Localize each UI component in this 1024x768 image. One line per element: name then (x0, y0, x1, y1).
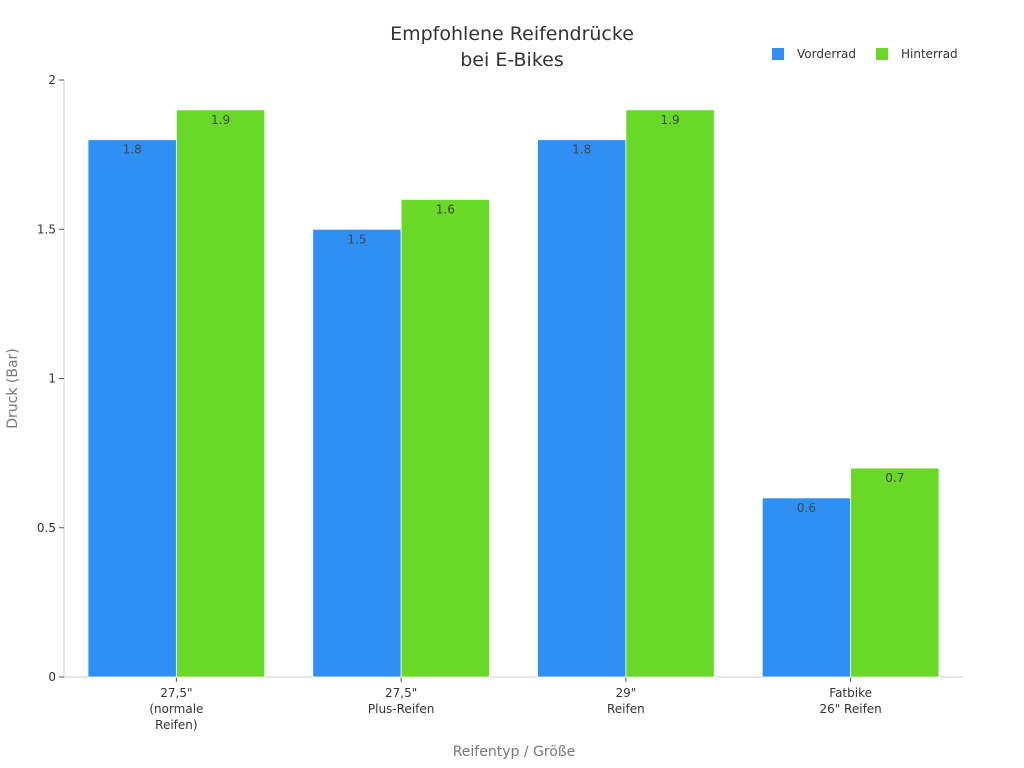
legend-swatch-vorderrad (772, 48, 784, 60)
bar-hinterrad (175, 109, 266, 678)
data-label: 1.8 (123, 143, 142, 157)
data-label: 0.7 (885, 471, 904, 485)
data-label: 1.9 (211, 113, 230, 127)
data-label: 1.5 (347, 232, 366, 246)
bar-vorderrad (537, 139, 627, 678)
data-label: 1.8 (572, 143, 591, 157)
y-axis-title: Druck (Bar) (5, 348, 21, 429)
y-tick-label: 1 (48, 372, 56, 386)
chart-title: Empfohlene Reifendrücke bei E-Bikes (390, 23, 634, 71)
legend-swatch-hinterrad (876, 48, 888, 60)
y-tick-label: 1.5 (37, 222, 56, 236)
legend: Vorderrad Hinterrad (772, 47, 958, 61)
bar-hinterrad (625, 109, 715, 678)
chart-title-line: Empfohlene Reifendrücke (390, 23, 634, 45)
data-label: 1.9 (661, 113, 680, 127)
bar-vorderrad (87, 139, 177, 678)
data-label: 0.6 (797, 501, 816, 515)
bar-hinterrad (850, 467, 940, 678)
y-tick-label: 2 (48, 73, 56, 87)
y-tick-label: 0 (48, 670, 56, 684)
bars (87, 109, 940, 678)
data-labels: 1.8 1.9 1.5 1.6 1.8 1.9 0.6 0.7 (123, 113, 905, 515)
axes: 0 0.5 1 1.5 2 Druck (Bar) Reifentyp / Größe 27,… (5, 73, 963, 760)
legend-label-hinterrad: Hinterrad (901, 47, 958, 61)
x-axis-title: Reifentyp / Größe (453, 744, 576, 760)
x-tick-label: 29" Reifen (607, 686, 645, 716)
bar-vorderrad (761, 497, 852, 678)
chart-title-line: bei E-Bikes (460, 49, 563, 71)
legend-label-vorderrad: Vorderrad (797, 47, 856, 61)
bar-hinterrad (400, 198, 490, 678)
x-tick-label: Fatbike 26" Reifen (819, 686, 881, 716)
x-tick-label: 27,5" Plus-Reifen (368, 686, 435, 716)
bar-vorderrad (312, 228, 402, 678)
data-label: 1.6 (436, 202, 455, 216)
x-tick-label: 27,5" (normale Reifen) (149, 686, 203, 732)
y-tick-label: 0.5 (37, 521, 56, 535)
